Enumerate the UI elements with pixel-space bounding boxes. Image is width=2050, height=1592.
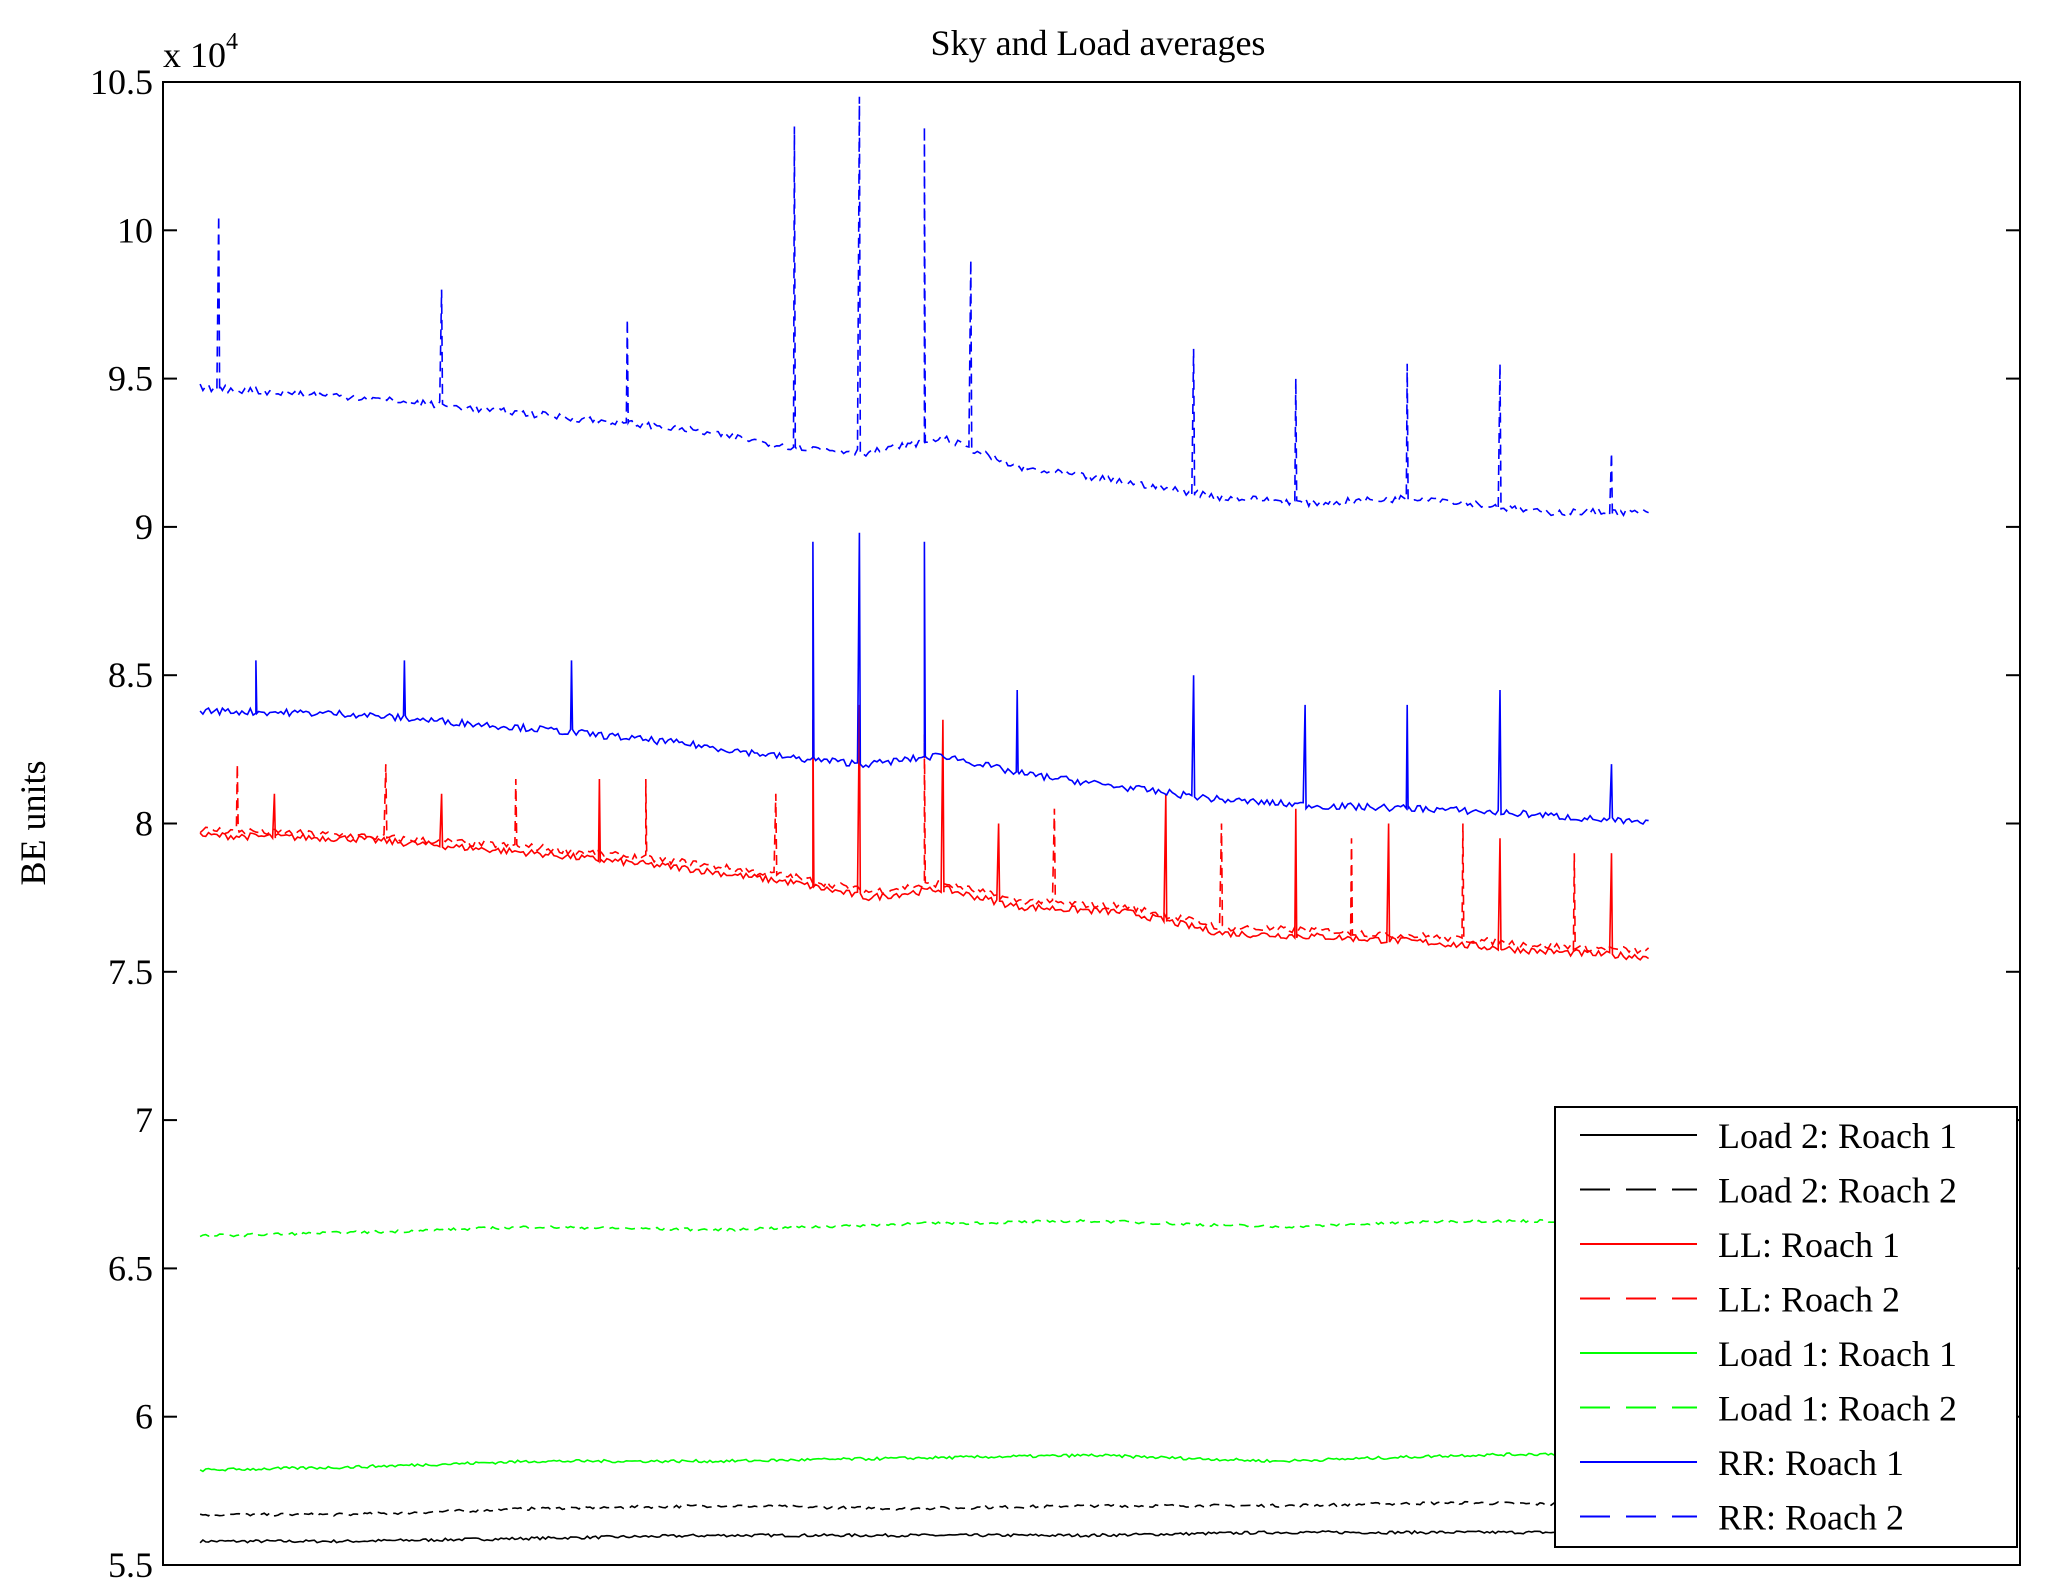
legend-box: [1554, 1106, 2018, 1548]
y-axis-exponent: x 104: [163, 29, 238, 75]
y-axis-exponent-base: x 10: [163, 35, 226, 75]
series-line-load-1-roach-1: [199, 1450, 1649, 1473]
y-tick-label: 8: [135, 804, 153, 844]
legend-label: LL: Roach 1: [1718, 1225, 1900, 1265]
y-tick-label: 5.5: [108, 1545, 153, 1585]
y-tick-label: 10: [117, 210, 153, 250]
series-line-load-2-roach-1: [199, 1529, 1649, 1544]
legend-label: Load 2: Roach 2: [1718, 1171, 1957, 1211]
legend-label: RR: Roach 2: [1718, 1498, 1904, 1538]
y-axis-label: BE units: [13, 760, 53, 885]
series-line-load-2-roach-2: [199, 1500, 1649, 1517]
y-tick-label: 9: [135, 507, 153, 547]
series-line-rr-roach-1: [199, 532, 1649, 826]
legend: Load 2: Roach 1 Load 2: Roach 2 LL: Roach …: [1554, 1106, 2018, 1548]
legend-label: LL: Roach 2: [1718, 1280, 1900, 1320]
legend-label: Load 2: Roach 1: [1718, 1116, 1957, 1156]
y-tick-label: 9.5: [108, 359, 153, 399]
series-layer: [199, 96, 1650, 1544]
chart-title: Sky and Load averages: [931, 23, 1266, 63]
y-tick-label: 10.5: [90, 62, 153, 102]
legend-label: Load 1: Roach 2: [1718, 1389, 1957, 1429]
series-line-ll-roach-1: [199, 704, 1650, 961]
legend-label: Load 1: Roach 1: [1718, 1334, 1957, 1374]
y-axis-ticks: 5.5 6 6.5 7 7.5 8 8.5 9 9.5 10 10.5: [90, 62, 2020, 1585]
y-axis-exponent-power: 4: [226, 29, 238, 55]
y-tick-label: 8.5: [108, 655, 153, 695]
y-tick-label: 6.5: [108, 1248, 153, 1288]
y-tick-label: 6: [135, 1397, 153, 1437]
series-line-rr-roach-2: [199, 96, 1649, 518]
legend-label: RR: Roach 1: [1718, 1443, 1904, 1483]
y-tick-label: 7.5: [108, 952, 153, 992]
series-line-load-1-roach-2: [199, 1218, 1649, 1238]
y-tick-label: 7: [135, 1100, 153, 1140]
